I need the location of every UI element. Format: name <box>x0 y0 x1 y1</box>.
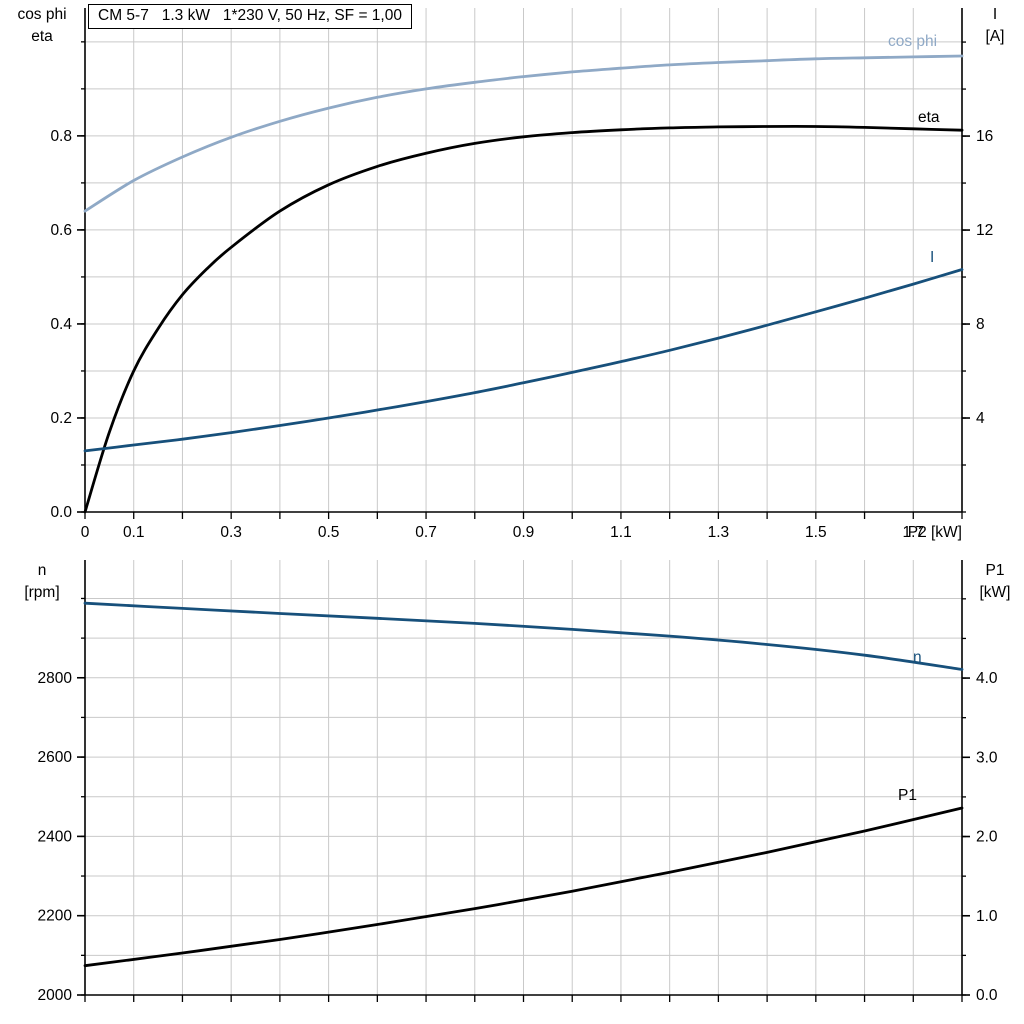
speed-axis-label: n <box>37 562 47 579</box>
right-axis-tick-label: 0.0 <box>976 987 998 1004</box>
x-axis-tick-label: 0.5 <box>318 524 340 541</box>
left-axis-tick-label: 0.8 <box>50 128 72 145</box>
curve-cos-phi <box>83 54 964 213</box>
bottom-right-axis-title: P1 [kW] <box>966 560 1024 604</box>
right-axis-tick-label: 4 <box>976 410 985 427</box>
right-axis-tick-label: 2.0 <box>976 829 998 846</box>
power-unit-label: [kW] <box>979 584 1011 601</box>
bottom-left-axis-title: n [rpm] <box>2 560 82 604</box>
eta-axis-label: eta <box>31 28 53 45</box>
x-axis-tick-label: 1.7 <box>902 524 924 541</box>
curve-label-eta: eta <box>918 109 940 126</box>
left-axis-tick-label: 0.0 <box>50 504 72 521</box>
cos-phi-axis-label: cos phi <box>17 6 67 23</box>
x-axis-tick-label: 0 <box>81 524 90 541</box>
x-axis-tick-label: 0.7 <box>415 524 437 541</box>
x-axis-tick-label: 0.9 <box>513 524 535 541</box>
left-axis-tick-label: 0.4 <box>50 316 72 333</box>
power-axis-label: P1 <box>985 562 1005 579</box>
curve-label-cos-phi: cos phi <box>888 33 937 50</box>
x-axis-tick-label: 0.3 <box>220 524 242 541</box>
x-axis-tick-label: 1.3 <box>708 524 730 541</box>
curve-label-power-P1: P1 <box>898 787 917 804</box>
top-right-axis-title: I [A] <box>966 4 1024 48</box>
x-axis-unit-label: P2 [kW] <box>908 524 962 541</box>
left-axis-tick-label: 2200 <box>38 908 73 925</box>
right-axis-tick-label: 3.0 <box>976 749 998 766</box>
left-axis-tick-label: 2400 <box>38 828 73 845</box>
right-axis-tick-label: 12 <box>976 222 993 239</box>
speed-unit-label: [rpm] <box>24 584 60 601</box>
left-axis-tick-label: 2000 <box>38 987 73 1004</box>
top-left-axis-title: cos phi eta <box>2 4 82 48</box>
current-unit-label: [A] <box>985 28 1005 45</box>
curve-speed-n <box>83 601 964 671</box>
x-axis-tick-label: 1.5 <box>805 524 827 541</box>
left-axis-tick-label: 0.2 <box>50 410 72 427</box>
chart-title-box: CM 5-7 1.3 kW 1*230 V, 50 Hz, SF = 1,00 <box>88 4 412 29</box>
right-axis-tick-label: 8 <box>976 316 985 333</box>
x-axis-tick-label: 1.1 <box>610 524 632 541</box>
curve-label-current-I: I <box>930 249 934 266</box>
curve-power-P1 <box>83 806 964 968</box>
curve-current-I <box>83 268 964 453</box>
right-axis-tick-label: 4.0 <box>976 670 998 687</box>
curve-label-speed-n: n <box>913 649 922 666</box>
right-axis-tick-label: 1.0 <box>976 908 998 925</box>
current-axis-label: I <box>992 6 998 23</box>
curve-eta <box>83 124 964 514</box>
x-axis-tick-label: 0.1 <box>123 524 145 541</box>
right-axis-tick-label: 16 <box>976 128 993 145</box>
left-axis-tick-label: 2800 <box>38 670 73 687</box>
left-axis-tick-label: 0.6 <box>50 222 72 239</box>
left-axis-tick-label: 2600 <box>38 749 73 766</box>
